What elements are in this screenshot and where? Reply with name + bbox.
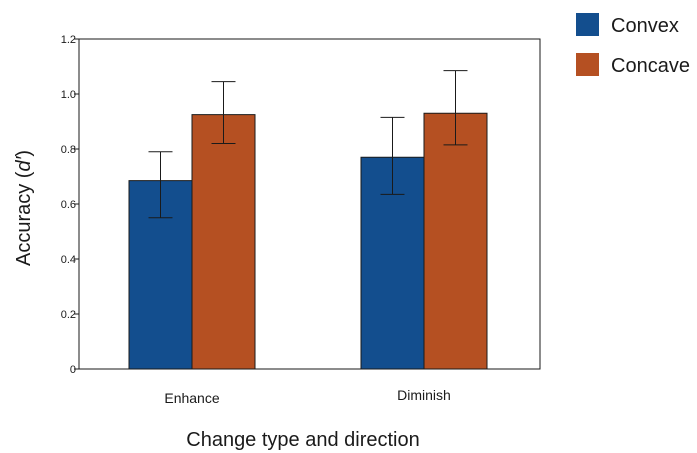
legend-swatch-convex bbox=[576, 13, 599, 36]
legend-label-concave: Concave bbox=[611, 55, 690, 77]
y-axis: 0 0.2 0.4 0.6 0.8 1.0 1.2 bbox=[61, 34, 79, 376]
x-axis-title: Change type and direction bbox=[186, 429, 420, 451]
x-category-label: Enhance bbox=[164, 390, 219, 406]
y-tick-label: 1.2 bbox=[61, 34, 76, 46]
error-bar bbox=[148, 151, 173, 219]
y-tick-label: 0.2 bbox=[61, 309, 76, 321]
x-axis: Enhance Diminish bbox=[164, 387, 450, 406]
bars-layer bbox=[128, 112, 488, 370]
y-tick-label: 0 bbox=[70, 364, 76, 376]
bar-concave-enhance bbox=[191, 114, 256, 370]
error-bar bbox=[211, 81, 236, 144]
legend-label-convex: Convex bbox=[611, 15, 679, 37]
y-tick-label: 0.6 bbox=[61, 199, 76, 211]
y-tick-label: 1.0 bbox=[61, 89, 76, 101]
x-category-label: Diminish bbox=[397, 387, 451, 403]
bar-concave-diminish bbox=[423, 112, 488, 370]
y-tick-label: 0.8 bbox=[61, 144, 76, 156]
legend: Convex Concave bbox=[576, 13, 690, 77]
error-bars-layer bbox=[148, 70, 468, 219]
legend-swatch-concave bbox=[576, 53, 599, 76]
y-tick-label: 0.4 bbox=[61, 254, 76, 266]
error-bar bbox=[380, 116, 405, 195]
y-axis-title: Accuracy (d′) bbox=[13, 150, 35, 266]
error-bar bbox=[443, 70, 468, 146]
